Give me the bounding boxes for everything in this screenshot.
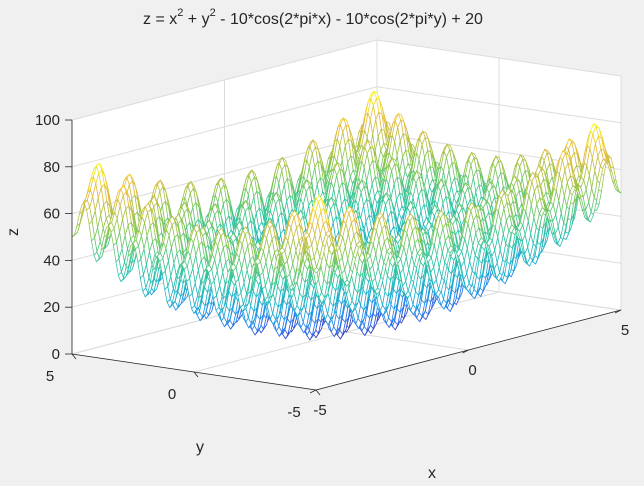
surface-mesh: [71, 90, 622, 341]
y-grid-line: [193, 58, 500, 373]
